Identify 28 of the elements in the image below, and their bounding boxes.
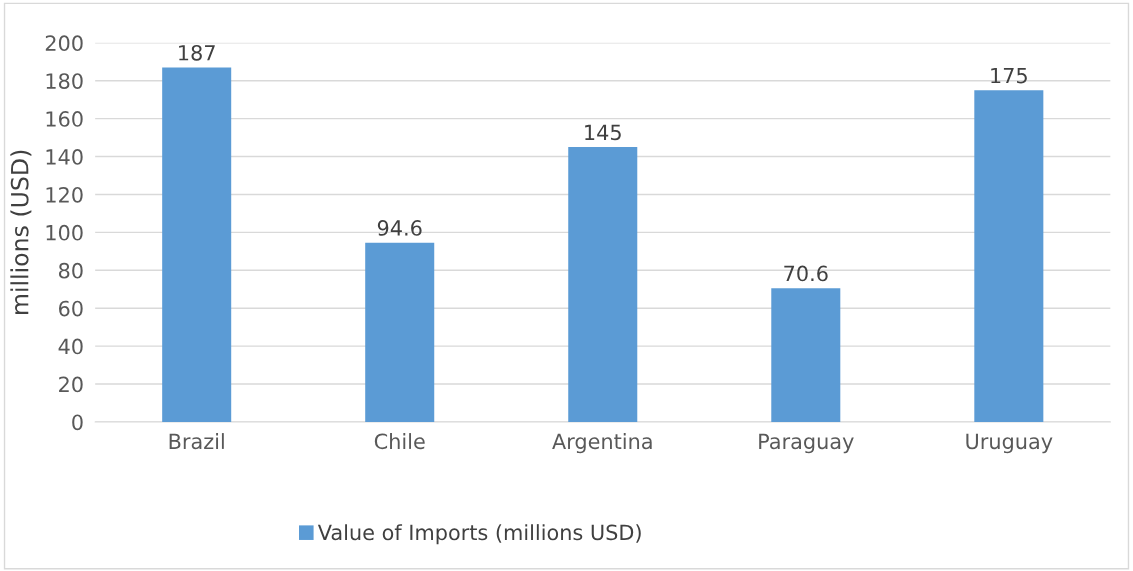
bar bbox=[568, 147, 638, 422]
y-tick-label: 0 bbox=[72, 414, 83, 431]
bar bbox=[771, 288, 841, 422]
y-tick-label: 100 bbox=[46, 224, 83, 241]
y-tick-label: 180 bbox=[46, 73, 83, 89]
legend-label: Value of Imports (millions USD) bbox=[317, 524, 641, 545]
y-tick-label: 60 bbox=[59, 300, 83, 317]
data-label: 187 bbox=[179, 44, 215, 61]
y-tick-label: 160 bbox=[46, 111, 83, 127]
x-tick-label: Uruguay bbox=[966, 433, 1053, 454]
x-tick-label: Chile bbox=[374, 433, 425, 450]
x-tick-label: Argentina bbox=[552, 433, 652, 454]
y-tick-label: 200 bbox=[45, 35, 83, 52]
x-tick-label: Paraguay bbox=[759, 433, 854, 454]
data-label: 70.6 bbox=[784, 265, 828, 282]
y-tick-label: 20 bbox=[59, 376, 83, 393]
data-label: 94.6 bbox=[377, 220, 422, 236]
bar bbox=[162, 67, 232, 422]
y-tick-label: 80 bbox=[58, 262, 83, 279]
data-label: 145 bbox=[585, 124, 621, 141]
bar bbox=[365, 242, 435, 422]
y-tick-label: 40 bbox=[58, 338, 83, 355]
y-tick-label: 120 bbox=[46, 186, 83, 203]
data-label: 175 bbox=[991, 67, 1027, 84]
y-tick-label: 140 bbox=[46, 149, 83, 165]
bar bbox=[974, 90, 1044, 422]
x-tick-label: Brazil bbox=[169, 433, 224, 450]
y-axis-title: millions (USD) bbox=[10, 150, 32, 314]
